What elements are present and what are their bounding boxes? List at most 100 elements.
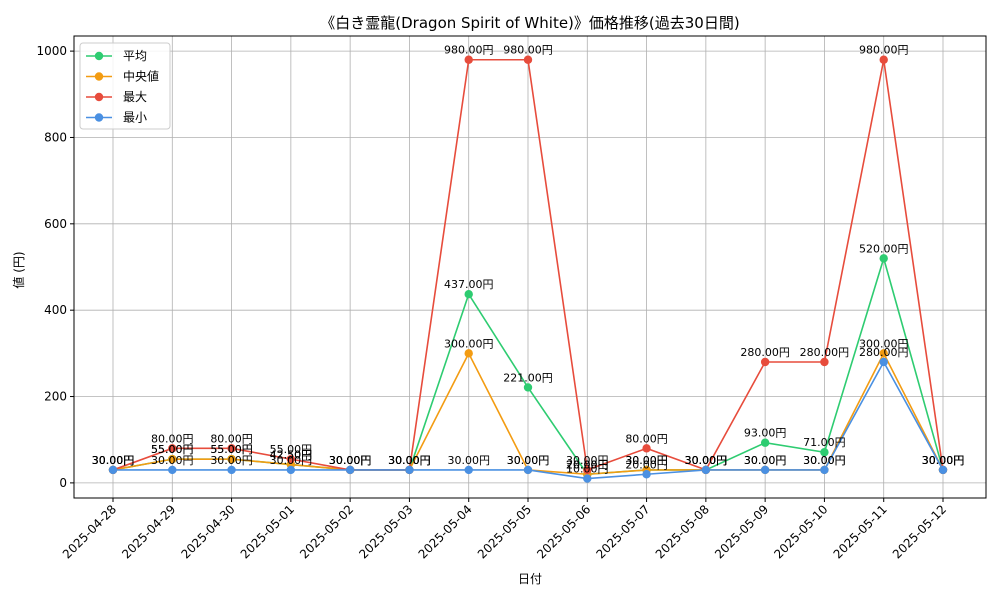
data-point <box>523 465 533 475</box>
data-point <box>701 465 711 475</box>
data-label: 10.00円 <box>566 463 609 476</box>
data-label: 437.00円 <box>444 278 494 291</box>
data-point <box>464 465 473 475</box>
data-label: 55.00円 <box>270 443 313 456</box>
data-point <box>760 465 770 475</box>
data-label: 30.00円 <box>685 454 728 467</box>
data-point <box>464 290 473 299</box>
data-label: 30.00円 <box>803 454 846 467</box>
data-label: 30.00円 <box>92 454 135 467</box>
data-point <box>642 444 651 453</box>
plot-frame <box>73 35 987 499</box>
data-label: 280.00円 <box>740 346 790 359</box>
data-label: 30.00円 <box>270 454 313 467</box>
y-tick-label: 1000 <box>36 44 67 58</box>
data-label: 30.00円 <box>922 454 965 467</box>
data-point <box>345 465 355 475</box>
data-label: 30.00円 <box>388 454 431 467</box>
data-point <box>642 470 651 479</box>
y-axis-ticks: 0 200 400 600 800 1000 <box>36 44 74 490</box>
data-point <box>879 357 888 367</box>
legend-marker <box>94 92 104 102</box>
data-label: 55.00円 <box>210 443 253 456</box>
data-label: 30.00円 <box>803 454 846 467</box>
y-axis-label: 値 (円) <box>11 251 26 288</box>
data-point <box>227 465 236 475</box>
data-label: 55.00円 <box>210 443 253 456</box>
data-label: 55.00円 <box>151 443 194 456</box>
data-point <box>820 448 829 457</box>
legend-box <box>79 42 171 130</box>
data-label: 30.00円 <box>329 454 372 467</box>
data-label: 30.00円 <box>92 454 135 467</box>
data-label: 71.00円 <box>803 436 846 449</box>
data-label: 55.00円 <box>151 443 194 456</box>
data-point <box>168 444 177 453</box>
data-label: 30.00円 <box>388 454 431 467</box>
data-label: 30.00円 <box>744 454 787 467</box>
data-label: 30.00円 <box>566 454 609 467</box>
data-point <box>879 349 888 358</box>
data-point <box>108 465 118 475</box>
data-label: 30.00円 <box>92 454 135 467</box>
data-point <box>879 55 888 64</box>
chart-title: 《白き霊龍(Dragon Spirit of White)》価格推移(過去30日… <box>320 14 739 32</box>
data-point <box>464 55 473 64</box>
data-point <box>227 454 236 464</box>
y-tick-label: 800 <box>44 130 67 144</box>
data-label: 30.00円 <box>922 454 965 467</box>
data-point <box>879 254 888 263</box>
data-label: 30.00円 <box>507 454 550 467</box>
data-label: 980.00円 <box>444 44 494 57</box>
legend-label: 最小 <box>123 111 147 125</box>
data-label: 280.00円 <box>800 346 850 359</box>
data-point <box>286 454 296 464</box>
data-label: 80.00円 <box>625 432 668 445</box>
data-point <box>464 349 473 358</box>
data-point <box>168 454 177 464</box>
data-label: 30.00円 <box>685 454 728 467</box>
legend-marker <box>94 113 104 122</box>
data-label: 280.00円 <box>859 346 909 359</box>
data-label: 42.50円 <box>270 449 313 462</box>
data-point <box>820 357 829 367</box>
data-label: 93.00円 <box>744 427 787 440</box>
data-label: 20.00円 <box>566 458 609 471</box>
data-label: 30.00円 <box>685 454 728 467</box>
data-label: 300.00円 <box>859 337 909 350</box>
legend-marker <box>94 72 104 81</box>
y-tick-label: 400 <box>44 303 67 317</box>
y-tick-label: 600 <box>44 217 67 231</box>
data-point <box>227 444 236 453</box>
data-label: 30.00円 <box>447 454 490 467</box>
data-label: 980.00円 <box>859 44 909 57</box>
data-label: 30.00円 <box>329 454 372 467</box>
data-point <box>168 465 177 475</box>
data-label: 221.00円 <box>503 371 553 384</box>
data-label: 30.00円 <box>922 454 965 467</box>
data-label: 30.00円 <box>507 454 550 467</box>
data-point <box>286 465 296 475</box>
data-point <box>523 383 533 392</box>
data-label: 30.00円 <box>685 454 728 467</box>
y-tick-label: 0 <box>59 476 67 490</box>
data-point <box>760 438 770 447</box>
data-label: 30.00円 <box>388 454 431 467</box>
data-label: 30.00円 <box>625 454 668 467</box>
data-label: 20.00円 <box>566 458 609 471</box>
grid <box>74 36 986 498</box>
data-point <box>820 465 829 475</box>
data-label: 520.00円 <box>859 242 909 255</box>
data-label: 30.00円 <box>151 454 194 467</box>
data-point <box>523 55 533 64</box>
x-axis-label: 日付 <box>518 572 542 586</box>
data-label: 80.00円 <box>210 432 253 445</box>
legend-marker <box>94 51 104 61</box>
data-label: 30.00円 <box>625 454 668 467</box>
y-tick-label: 200 <box>44 390 67 404</box>
data-label: 300.00円 <box>444 337 494 350</box>
data-point <box>760 357 770 367</box>
data-label: 980.00円 <box>503 44 553 57</box>
data-label: 80.00円 <box>151 432 194 445</box>
